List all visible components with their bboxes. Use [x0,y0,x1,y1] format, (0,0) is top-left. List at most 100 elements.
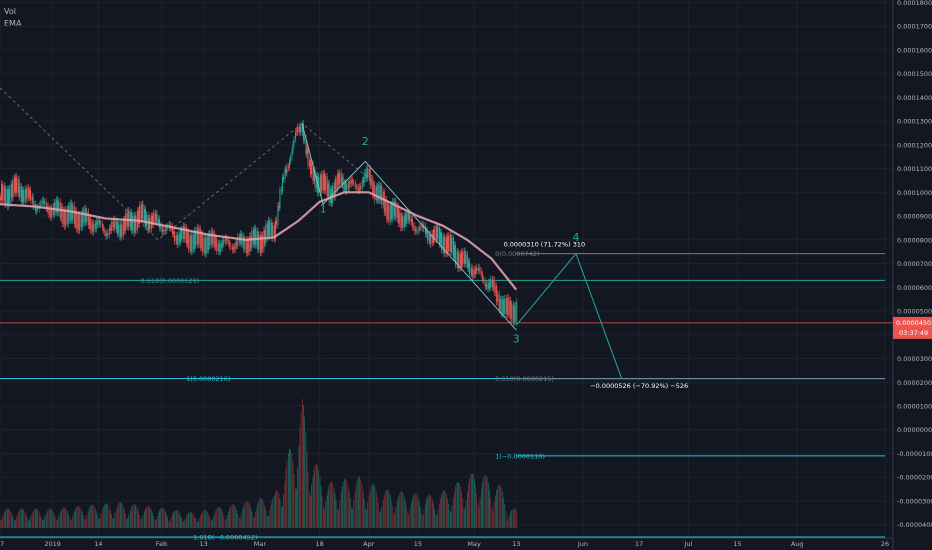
candle-body [374,184,376,201]
volume-bar [210,520,212,528]
volume-bar [4,511,6,528]
volume-bar [448,503,449,528]
volume-bar [74,509,76,528]
candle-body [181,229,183,240]
candle-body [311,163,313,175]
candle-body [8,188,10,207]
candle-body [99,220,101,224]
candle-body [424,225,426,235]
candle-body [396,206,398,219]
volume-bar [277,490,279,528]
candle-body [333,185,335,198]
candle-body [17,179,19,193]
candle-body [386,199,388,220]
candle-body [231,246,233,250]
candle-body [103,230,105,233]
volume-bar [106,503,108,528]
candle-body [252,230,254,245]
volume-bar [402,493,404,528]
volume-bar [512,508,514,528]
candle-body [361,180,363,189]
volume-bar [470,474,472,528]
volume-bar [513,508,515,528]
candle-body [52,207,54,215]
volume-bar [439,498,441,528]
candle-body [319,176,321,193]
candle-body [74,210,76,225]
volume-bar [340,493,342,528]
dashed-trend-line [0,87,370,241]
candle-body [40,202,42,204]
volume-bar [221,509,223,528]
volume-bar [247,502,249,528]
candle-body [394,201,396,217]
volume-bar [32,511,34,528]
candle-body [4,186,6,205]
candle-body [155,213,157,222]
candle-body [504,298,506,314]
candle-body [51,207,53,217]
volume-bar [186,515,188,528]
volume-bar [50,508,52,528]
candle-body [491,279,493,288]
candle-body [84,208,86,223]
candle-body [21,186,23,203]
y-tick-label: 0.0000100 [897,402,932,410]
volume-bar [483,477,485,528]
volume-bar [105,503,107,528]
volume-bar [296,488,297,528]
candle-body [14,178,16,193]
volume-bar [181,518,183,528]
volume-bar [182,521,184,528]
volume-bar [91,504,93,528]
candle-body [503,299,505,314]
volume-bar [196,521,198,528]
candle-body [393,201,395,217]
candle-body [29,189,31,198]
candle-body [183,226,185,240]
candle-body [405,212,407,224]
candle-body [194,230,196,250]
candle-body [45,201,47,209]
volume-bar [307,471,309,528]
volume-bar [245,501,247,528]
candle-body [18,179,20,198]
volume-bar [201,513,203,528]
candle-body [179,234,181,243]
volume-bar [246,501,248,528]
x-tick-label: Mar [254,540,267,548]
volume-bar [516,510,518,528]
volume-bar [472,474,474,528]
candle-body [148,217,150,231]
volume-bar [217,507,219,528]
candle-body [425,230,427,235]
candle-body [247,240,249,253]
candle-body [44,201,46,204]
volume-bar [407,513,409,528]
candle-body [228,240,230,244]
volume-bar [327,489,329,528]
volume-bar [304,416,305,528]
candle-body [105,232,107,236]
volume-bar [476,493,478,528]
volume-bar [237,513,239,528]
candle-body [19,186,21,198]
volume-bar [249,504,251,528]
y-tick-label: -0.0000400 [897,521,932,529]
candle-body [462,252,464,265]
volume-bar [310,496,311,528]
volume-bar [443,490,445,528]
volume-bar [490,498,492,528]
volume-bar [108,506,110,528]
candle-body [64,210,66,227]
volume-bar [35,508,37,528]
volume-bar [67,513,69,528]
candle-body [291,150,293,158]
volume-bar [158,512,159,528]
volume-bar [140,519,142,528]
candle-body [184,227,186,240]
candle-body [31,196,33,201]
candle-body [67,205,69,224]
volume-bar [440,494,442,528]
